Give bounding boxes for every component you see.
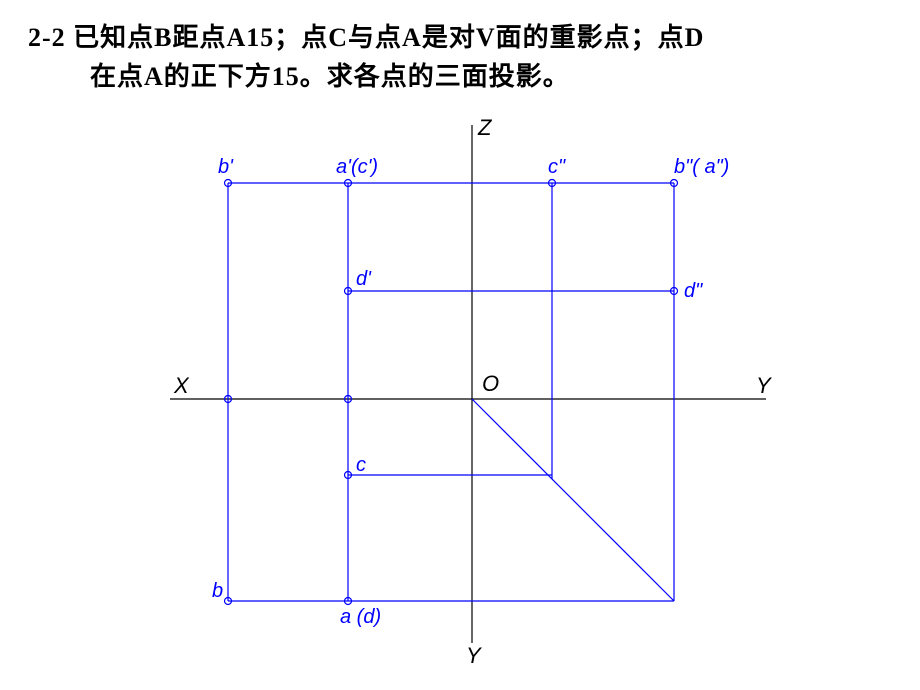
axis-label-z: Z: [477, 115, 493, 140]
projection-diagram: b' a'(c') c" b"( a") d' d" c b a (d) X Y Z Y O: [150, 115, 790, 665]
title-line1: 2-2 已知点B距点A15；点C与点A是对V面的重影点；点D: [28, 18, 892, 57]
axis-label-x: X: [173, 373, 190, 398]
label-b_dbl_a_dbl: b"( a"): [674, 156, 729, 178]
label-c_dbl: c": [548, 156, 566, 178]
label-a_prime_c_prime: a'(c'): [336, 156, 378, 178]
axis-label-y-right: Y: [756, 373, 772, 398]
diagram-svg: b' a'(c') c" b"( a") d' d" c b a (d) X Y Z Y O: [150, 115, 790, 665]
label-a_d: a (d): [340, 606, 381, 628]
label-b_prime: b': [218, 156, 234, 178]
problem-title: 2-2 已知点B距点A15；点C与点A是对V面的重影点；点D 在点A的正下方15…: [28, 18, 892, 96]
origin-label: O: [482, 371, 499, 396]
axis-label-y-down: Y: [466, 643, 482, 665]
label-c: c: [356, 454, 366, 476]
title-line2: 在点A的正下方15。求各点的三面投影。: [28, 57, 892, 96]
reflector-45: [472, 399, 674, 601]
label-b: b: [212, 580, 223, 602]
label-d_dbl: d": [684, 280, 703, 302]
label-d_prime: d': [356, 268, 372, 290]
